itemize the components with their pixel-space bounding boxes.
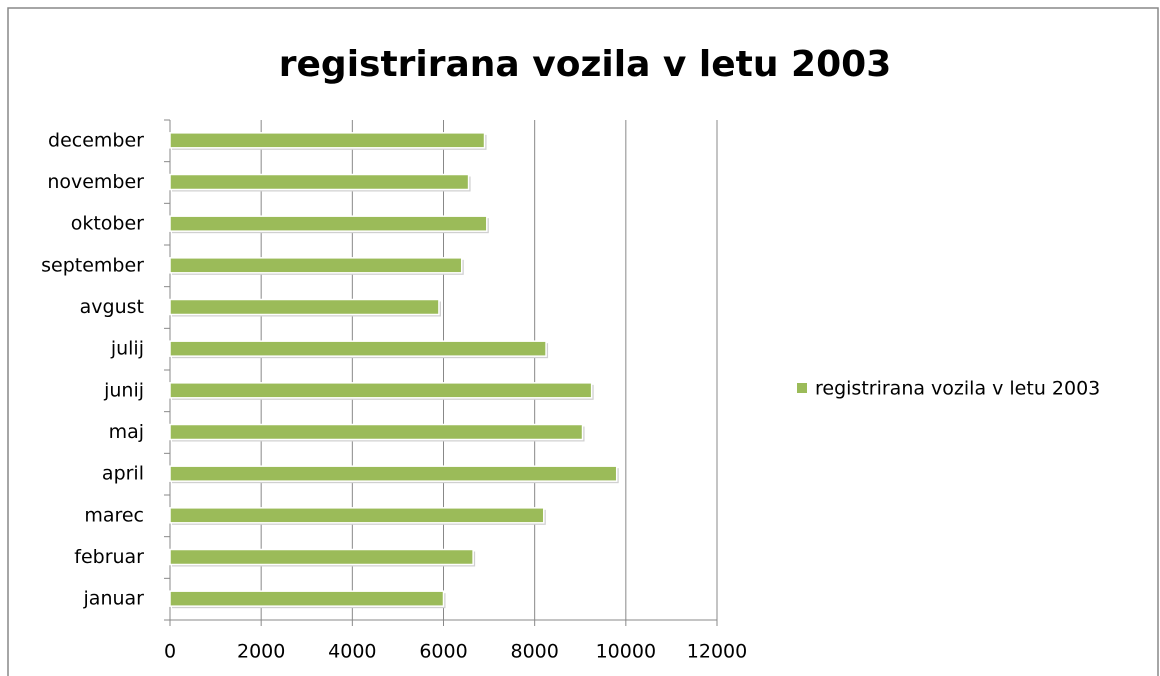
bar bbox=[169, 548, 474, 566]
y-tick-label: julij bbox=[110, 338, 144, 360]
bar bbox=[169, 132, 486, 149]
x-tick-label: 0 bbox=[164, 641, 176, 663]
chart-title: registrirana vozila v letu 2003 bbox=[279, 44, 892, 85]
bar bbox=[169, 465, 618, 482]
bar bbox=[169, 382, 593, 399]
bar bbox=[169, 507, 545, 524]
x-tick-label: 6000 bbox=[419, 641, 467, 663]
y-tick-label: september bbox=[41, 254, 144, 276]
y-tick-label: avgust bbox=[80, 296, 144, 318]
legend-label: registrirana vozila v letu 2003 bbox=[815, 378, 1100, 400]
y-tick-label: december bbox=[48, 129, 144, 151]
y-tick-label: november bbox=[47, 171, 144, 193]
bar bbox=[169, 590, 445, 607]
bar bbox=[169, 215, 488, 232]
x-tick-label: 4000 bbox=[328, 641, 376, 663]
bar bbox=[169, 298, 440, 316]
bar bbox=[169, 423, 584, 441]
y-tick-label: marec bbox=[84, 504, 144, 526]
bar bbox=[169, 340, 547, 357]
bar bbox=[169, 257, 463, 274]
x-tick-label: 8000 bbox=[510, 641, 558, 663]
y-tick-label: april bbox=[102, 463, 144, 485]
y-tick-label: februar bbox=[74, 546, 144, 568]
y-tick-label: oktober bbox=[71, 213, 144, 235]
y-tick-label: maj bbox=[109, 421, 144, 443]
legend-swatch bbox=[797, 383, 807, 393]
x-tick-label: 2000 bbox=[237, 641, 285, 663]
x-tick-label: 10000 bbox=[596, 641, 656, 663]
x-tick-label: 12000 bbox=[687, 641, 747, 663]
y-tick-label: januar bbox=[83, 588, 145, 610]
bar bbox=[169, 173, 470, 191]
y-tick-label: junij bbox=[103, 379, 144, 401]
